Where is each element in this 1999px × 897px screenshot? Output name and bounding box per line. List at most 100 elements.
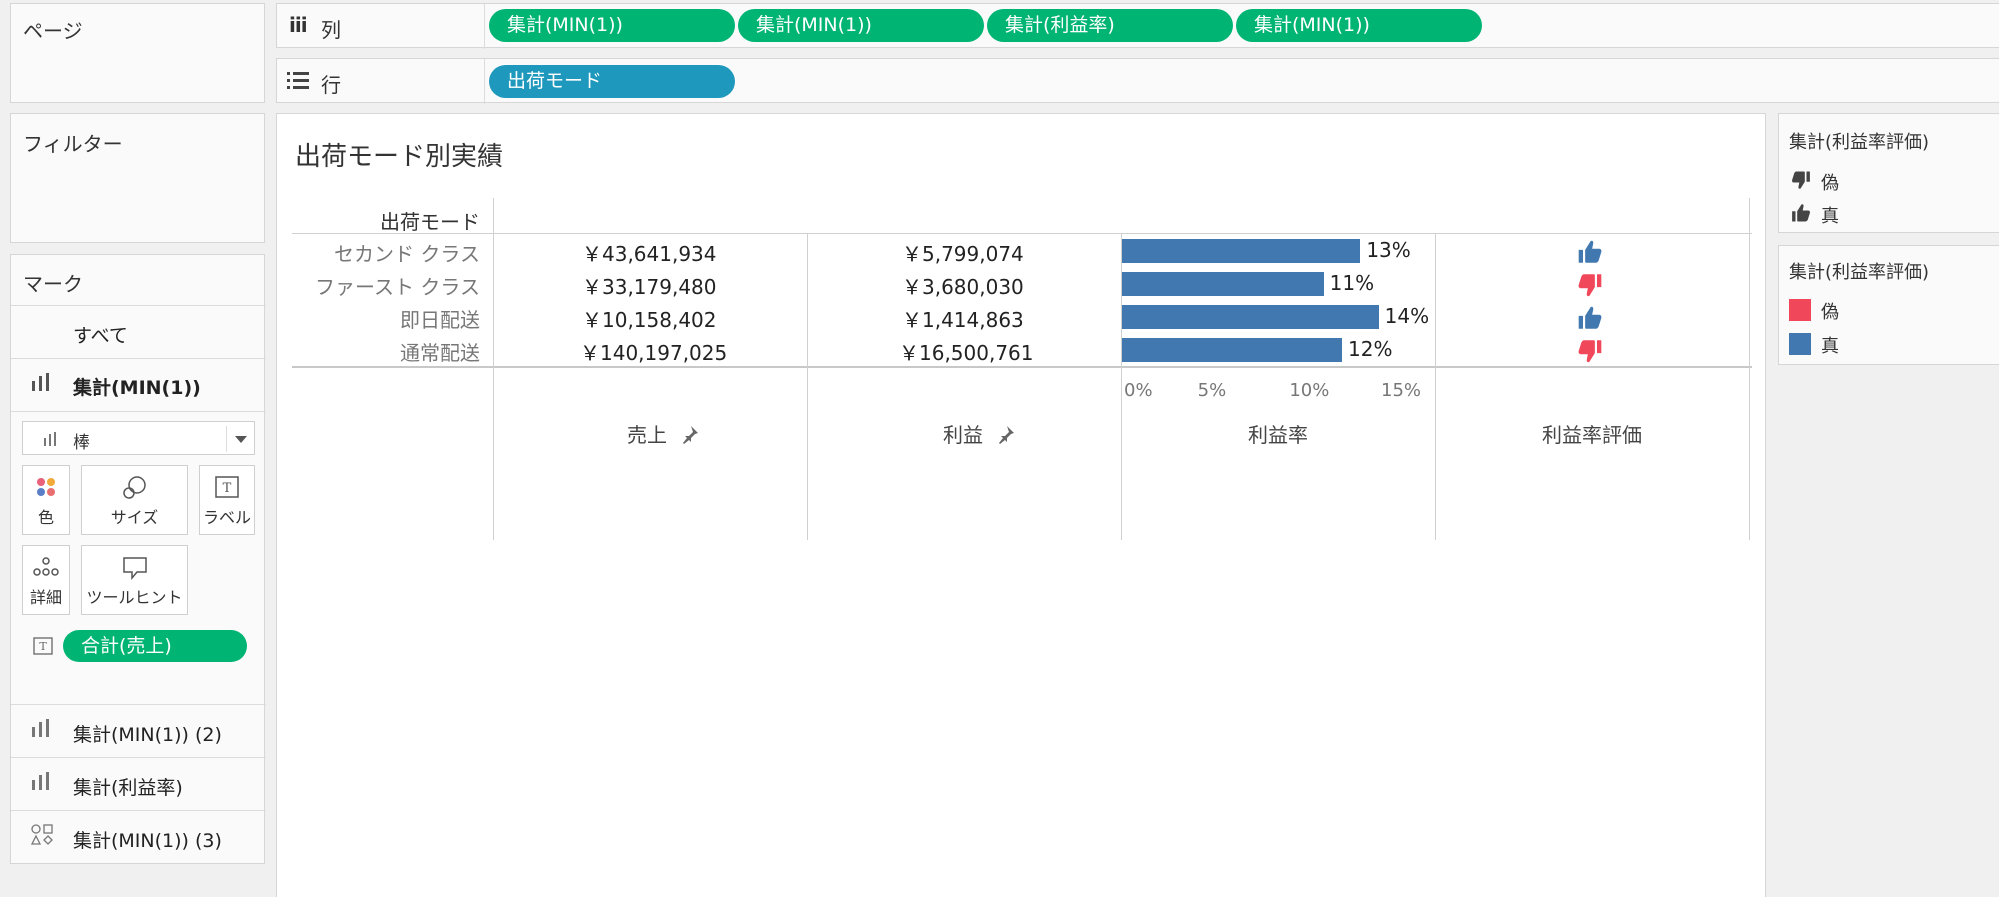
color-legend-label: 偽: [1821, 302, 1839, 323]
margin-bar[interactable]: [1122, 272, 1324, 296]
rating-thumb-icon[interactable]: [1575, 238, 1605, 266]
marks-card-2-label: 集計(MIN(1)) (2): [73, 724, 222, 746]
color-swatch: [1789, 333, 1811, 355]
mark-type-value: 棒: [73, 433, 90, 453]
text-label-icon: T: [215, 476, 239, 498]
text-encoding-icon: T: [33, 637, 53, 655]
profit-value[interactable]: ￥3,680,030: [902, 275, 1024, 299]
col-header-profit[interactable]: 利益: [943, 419, 1015, 448]
column-pill-1[interactable]: 集計(MIN(1)): [489, 9, 735, 42]
col-header-sales[interactable]: 売上: [627, 419, 699, 448]
profit-value[interactable]: ￥1,414,863: [902, 308, 1024, 332]
col-header-profit-label: 利益: [943, 423, 983, 447]
detail-icon: [33, 557, 59, 576]
axis-tick: 15%: [1381, 380, 1422, 401]
color-button[interactable]: 色: [22, 465, 70, 535]
row-header-ship-mode[interactable]: 出荷モード: [380, 210, 480, 234]
col-header-rating[interactable]: 利益率評価: [1542, 423, 1642, 447]
marks-card-2[interactable]: 集計(MIN(1)) (2): [11, 705, 264, 757]
row-label[interactable]: 即日配送: [400, 308, 480, 332]
thumb-up-icon: [1789, 202, 1813, 224]
rows-shelf[interactable]: 行 出荷モード: [276, 58, 1999, 104]
size-button[interactable]: サイズ: [81, 465, 188, 535]
profit-value[interactable]: ￥16,500,761: [899, 341, 1034, 365]
columns-shelf[interactable]: iii 列 集計(MIN(1)) 集計(MIN(1)) 集計(利益率) 集計(M…: [276, 3, 1999, 49]
marks-card-all[interactable]: すべて: [11, 306, 264, 358]
bar-chart-icon: [44, 432, 56, 446]
column-pill-4[interactable]: 集計(MIN(1)): [1236, 9, 1482, 42]
margin-bar[interactable]: [1122, 305, 1379, 329]
margin-bar[interactable]: [1122, 239, 1361, 263]
color-swatch: [1789, 299, 1811, 321]
sales-value[interactable]: ￥10,158,402: [582, 308, 717, 332]
margin-bar[interactable]: [1122, 338, 1342, 362]
sales-value[interactable]: ￥140,197,025: [580, 341, 728, 365]
color-legend-item-false[interactable]: 偽: [1789, 298, 1839, 324]
columns-shelf-label: 列: [321, 18, 341, 42]
filters-panel-title: フィルター: [23, 132, 123, 156]
margin-label: 11%: [1329, 271, 1375, 295]
text-encoding-pill[interactable]: 合計(売上): [63, 630, 247, 662]
marks-card-3[interactable]: 集計(利益率): [11, 758, 264, 810]
shape-legend-item-true[interactable]: 真: [1789, 202, 1839, 228]
shape-legend-label: 偽: [1821, 173, 1839, 194]
size-icon: [122, 476, 146, 499]
rating-thumb-icon[interactable]: [1575, 304, 1605, 332]
tooltip-icon: [122, 557, 147, 580]
color-legend-label: 真: [1821, 336, 1839, 357]
pages-panel-title: ページ: [23, 19, 83, 43]
columns-icon: iii: [289, 13, 308, 37]
detail-button[interactable]: 詳細: [22, 545, 70, 615]
column-pill-3[interactable]: 集計(利益率): [987, 9, 1233, 42]
mark-type-dropdown[interactable]: 棒: [22, 421, 255, 455]
axis-tick: 0%: [1124, 380, 1153, 401]
shape-legend-title: 集計(利益率評価): [1789, 132, 1930, 153]
tooltip-button-label: ツールヒント: [86, 588, 183, 607]
detail-button-label: 詳細: [29, 588, 62, 607]
row-pill-ship-mode[interactable]: 出荷モード: [489, 65, 735, 98]
color-button-label: 色: [37, 508, 54, 527]
svg-text:T: T: [223, 481, 232, 496]
margin-label: 13%: [1366, 238, 1411, 262]
rows-icon: [287, 72, 309, 89]
margin-label: 12%: [1348, 337, 1393, 361]
color-legend[interactable]: 集計(利益率評価) 偽 真: [1778, 245, 1999, 365]
pages-panel[interactable]: ページ: [10, 3, 265, 103]
profit-value[interactable]: ￥5,799,074: [902, 242, 1024, 266]
sales-value[interactable]: ￥33,179,480: [582, 275, 717, 299]
chevron-down-icon: [235, 436, 247, 443]
row-label[interactable]: 通常配送: [400, 341, 480, 365]
bar-chart-icon: [32, 719, 49, 737]
row-label[interactable]: セカンド クラス: [334, 242, 480, 266]
col-header-sales-label: 売上: [627, 423, 667, 447]
shape-legend[interactable]: 集計(利益率評価) 偽 真: [1778, 113, 1999, 233]
margin-label: 14%: [1384, 304, 1430, 328]
rating-thumb-icon[interactable]: [1575, 271, 1605, 299]
rows-shelf-label: 行: [321, 73, 341, 97]
shape-legend-item-false[interactable]: 偽: [1789, 169, 1839, 195]
marks-card-all-label: すべて: [73, 325, 128, 347]
col-header-margin[interactable]: 利益率: [1248, 423, 1308, 447]
pin-icon: [683, 426, 699, 444]
marks-card-active[interactable]: 集計(MIN(1)): [11, 359, 264, 411]
view-title: 出荷モード別実績: [295, 142, 504, 172]
row-label[interactable]: ファースト クラス: [315, 275, 480, 299]
color-legend-item-true[interactable]: 真: [1789, 332, 1839, 358]
column-pill-2[interactable]: 集計(MIN(1)): [738, 9, 984, 42]
filters-panel[interactable]: フィルター: [10, 113, 265, 243]
label-button-label: ラベル: [202, 508, 251, 527]
marks-card-4[interactable]: 集計(MIN(1)) (3): [11, 811, 264, 863]
svg-text:T: T: [39, 640, 47, 653]
view-area[interactable]: 出荷モード別実績 出荷モード セカンド クラス ファースト クラス 即日配送 通…: [276, 113, 1766, 897]
label-button[interactable]: T ラベル: [199, 465, 255, 535]
color-icon: [37, 478, 55, 496]
bar-chart-icon: [32, 373, 49, 391]
axis-tick: 10%: [1289, 380, 1330, 401]
marks-panel[interactable]: マーク すべて 集計(MIN(1)) 棒 色 サイズ: [10, 254, 266, 864]
marks-card-active-label: 集計(MIN(1)): [73, 377, 201, 399]
sales-value[interactable]: ￥43,641,934: [582, 242, 717, 266]
thumb-down-icon: [1789, 169, 1813, 191]
rating-thumb-icon[interactable]: [1575, 337, 1605, 365]
tooltip-button[interactable]: ツールヒント: [81, 545, 188, 615]
marks-card-3-label: 集計(利益率): [73, 777, 183, 799]
